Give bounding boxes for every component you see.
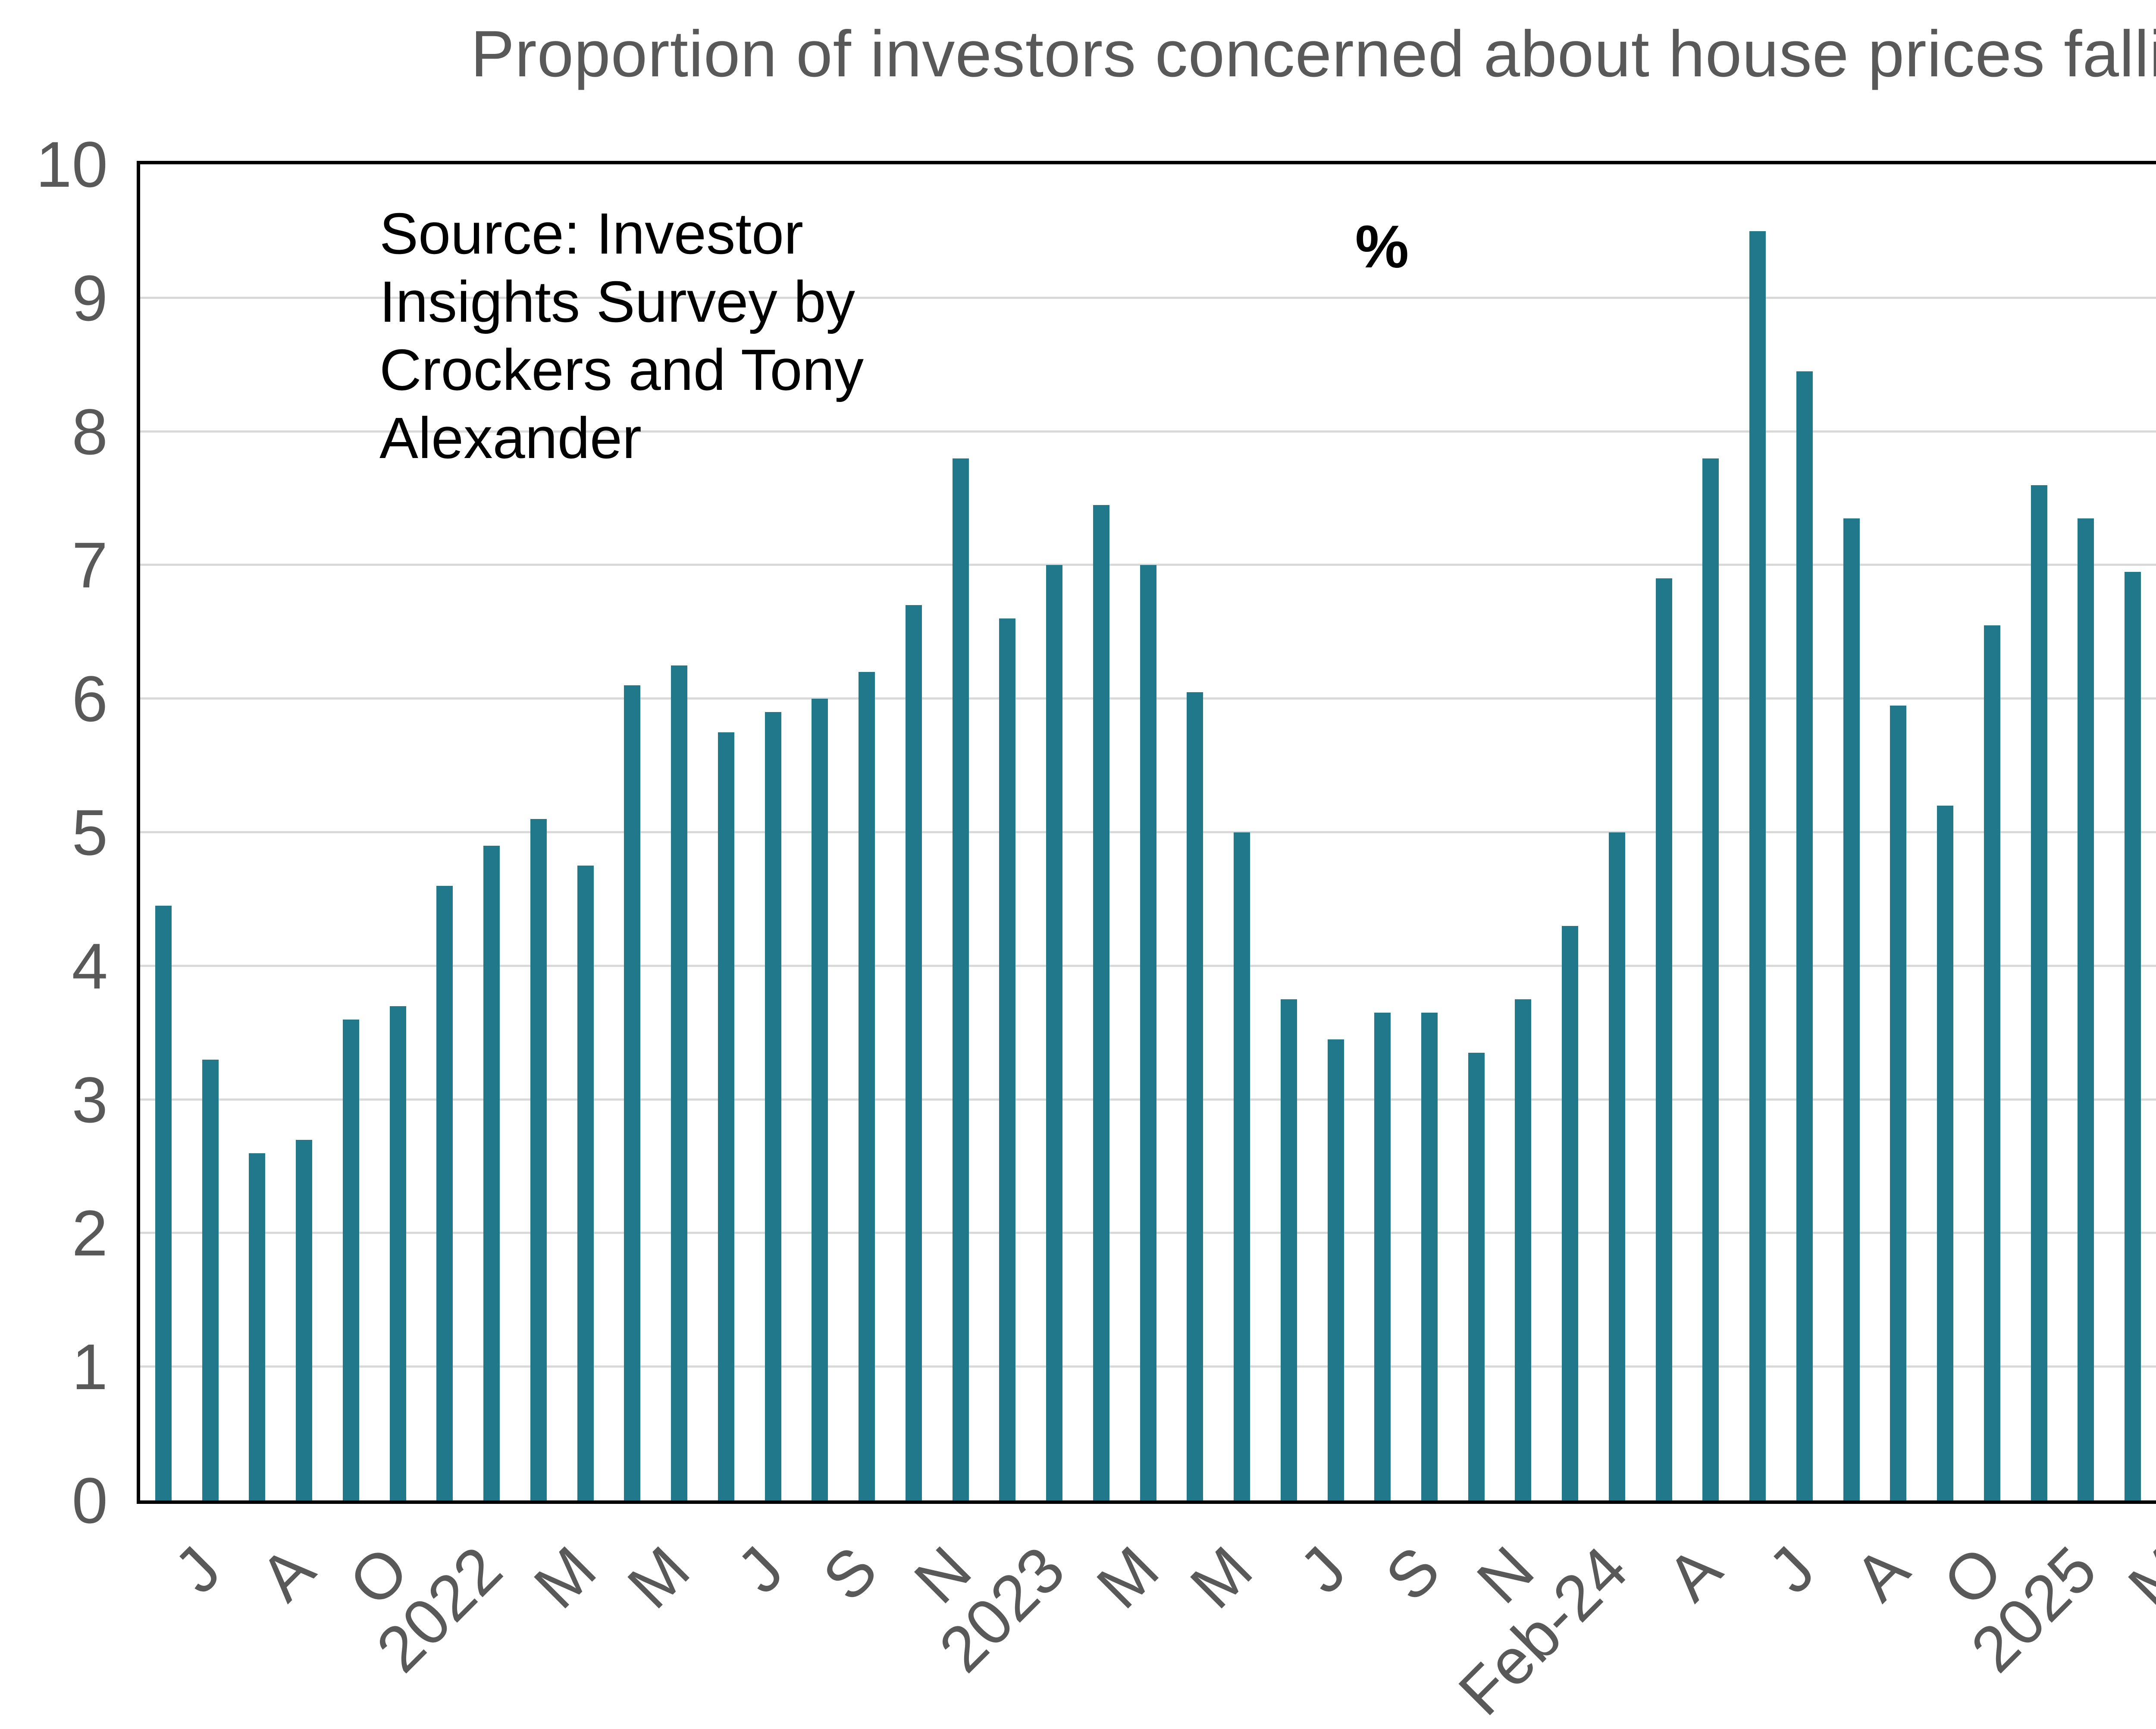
bar-Aug-22 [765, 712, 781, 1500]
x-tick-label-A-32: A [1653, 1532, 1735, 1615]
bar-May-23 [1187, 692, 1203, 1500]
unit-label: % [1355, 213, 1409, 280]
y-tick-label-7: 7 [72, 529, 108, 602]
bar-Mar-24 [1608, 832, 1625, 1500]
y-tick-label-10: 10 [36, 128, 108, 201]
bar-Mar-25 [2125, 571, 2141, 1500]
bar-Feb-24 [1562, 926, 1579, 1500]
x-tick-label-J-24: J [1285, 1532, 1360, 1607]
bar-Jul-24 [1796, 371, 1813, 1500]
bar-Jun-21 [155, 906, 172, 1500]
bar-Apr-22 [577, 866, 594, 1500]
y-tick-label-8: 8 [72, 395, 108, 468]
chart-title: Proportion of investors concerned about … [470, 17, 2156, 91]
bar-Jul-22 [718, 732, 734, 1500]
bar-Jul-21 [202, 1059, 219, 1500]
y-tick-label-3: 3 [72, 1063, 108, 1136]
bar-Jun-22 [671, 665, 688, 1500]
bar-Sep-21 [296, 1139, 313, 1500]
x-tick-label-M-20: M [1083, 1532, 1172, 1622]
y-tick-label-6: 6 [72, 662, 108, 735]
bar-Dec-22 [952, 458, 969, 1500]
y-tick-label-2: 2 [72, 1197, 108, 1270]
bar-Apr-24 [1655, 578, 1672, 1500]
y-tick-label-9: 9 [72, 261, 108, 334]
bar-Sep-23 [1374, 1013, 1391, 1500]
bar-Sep-22 [812, 699, 828, 1500]
x-tick-label-M-8: M [520, 1532, 610, 1622]
bar-Nov-21 [389, 1006, 406, 1500]
x-tick-label-A-2: A [246, 1532, 328, 1615]
bar-Dec-23 [1515, 999, 1532, 1500]
bar-Jan-25 [2031, 485, 2047, 1500]
bar-Oct-22 [859, 672, 875, 1500]
bar-Feb-23 [1046, 565, 1063, 1500]
y-tick-label-5: 5 [72, 796, 108, 869]
bar-Jan-23 [999, 618, 1016, 1500]
bar-Nov-22 [905, 605, 922, 1500]
bar-Aug-23 [1327, 1039, 1344, 1500]
x-tick-label-J-12: J [723, 1532, 797, 1607]
gridline-9 [140, 296, 2156, 299]
x-tick-label-A-36: A [1840, 1532, 1923, 1615]
bar-Oct-23 [1421, 1013, 1438, 1500]
bar-Oct-24 [1937, 806, 1954, 1500]
bar-Oct-21 [342, 1019, 359, 1500]
bar-Jun-24 [1749, 231, 1766, 1500]
x-tick-label-J-0: J [160, 1532, 235, 1607]
plot-area: Source: Investor Insights Survey by Croc… [137, 161, 2156, 1504]
bar-Nov-23 [1468, 1053, 1485, 1500]
bar-Jun-23 [1234, 832, 1250, 1500]
bar-Jan-22 [436, 885, 453, 1500]
bar-Jul-23 [1280, 999, 1297, 1500]
bar-Mar-23 [1093, 505, 1109, 1500]
bar-Feb-25 [2078, 518, 2094, 1500]
gridline-7 [140, 564, 2156, 566]
bar-Feb-22 [483, 845, 500, 1500]
bar-Aug-21 [249, 1153, 266, 1500]
gridline-8 [140, 430, 2156, 433]
y-axis-tick-labels: 0 1 2 3 4 5 6 7 8 9 10 [0, 0, 108, 1717]
x-tick-label-M-22: M [1176, 1532, 1266, 1622]
x-tick-label-S-26: S [1372, 1532, 1454, 1615]
bar-Sep-24 [1890, 705, 1907, 1500]
y-tick-label-0: 0 [72, 1464, 108, 1537]
bar-Mar-22 [530, 819, 547, 1500]
x-tick-label-M-10: M [614, 1532, 703, 1622]
bar-Apr-23 [1140, 565, 1156, 1500]
y-tick-label-1: 1 [72, 1330, 108, 1403]
x-tick-label-J-34: J [1754, 1532, 1829, 1607]
bar-Nov-24 [1984, 625, 2000, 1500]
source-annotation: Source: Investor Insights Survey by Croc… [379, 201, 864, 471]
x-tick-label-M-42: M [2114, 1532, 2156, 1622]
bar-May-22 [624, 685, 641, 1500]
bar-May-24 [1702, 458, 1719, 1500]
y-tick-label-4: 4 [72, 929, 108, 1002]
x-tick-label-S-14: S [809, 1532, 891, 1615]
bar-Aug-24 [1843, 518, 1860, 1500]
